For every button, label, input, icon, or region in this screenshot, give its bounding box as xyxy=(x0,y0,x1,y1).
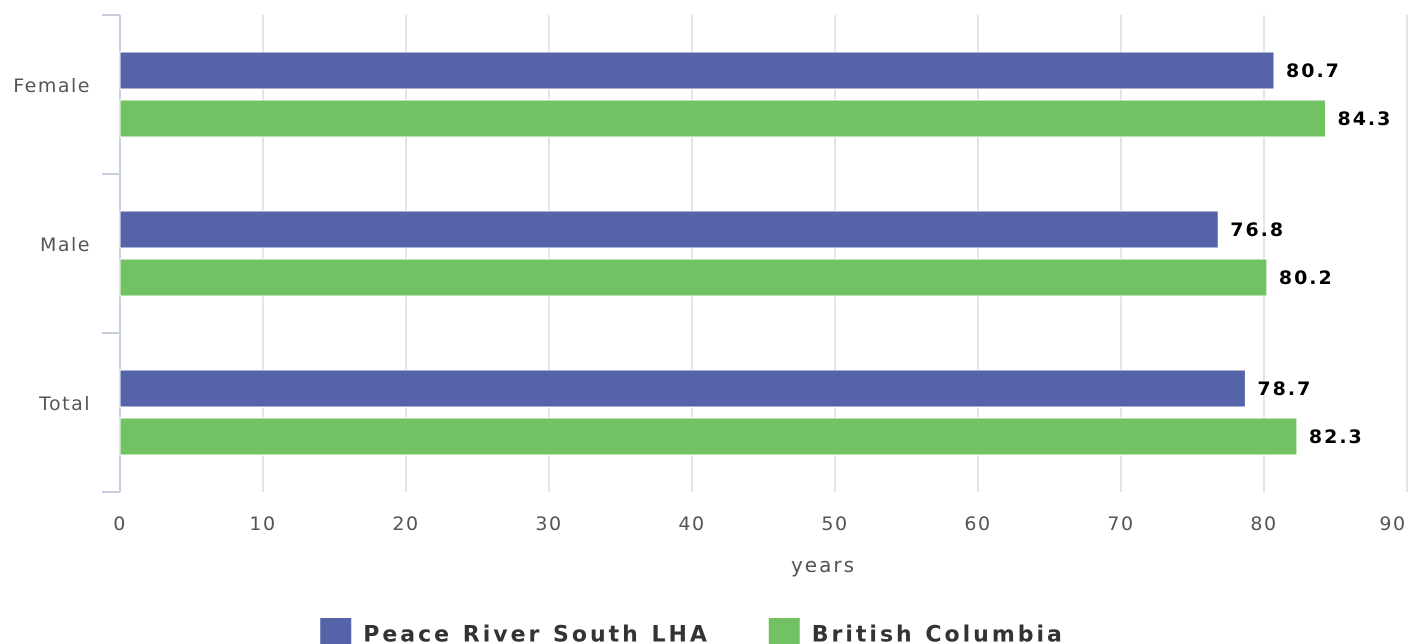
bar-female-peace-river-south-lha[interactable] xyxy=(119,51,1275,90)
data-labels: 80.7 84.3 76.8 80.2 78.7 82.3 xyxy=(1230,60,1392,448)
legend-label-peace-river-south-lha: Peace River South LHA xyxy=(363,623,710,644)
category-label-male: Male xyxy=(40,234,91,256)
vertical-gridlines xyxy=(262,15,1408,492)
category-labels: Female Male Total xyxy=(13,75,91,415)
bar-total-british-columbia[interactable] xyxy=(119,417,1298,456)
category-label-total: Total xyxy=(38,393,91,415)
data-label-male-peace-river-south-lha: 76.8 xyxy=(1230,219,1285,241)
legend-item-british-columbia[interactable]: British Columbia xyxy=(768,618,1065,644)
x-axis-tick-labels: 0 10 20 30 40 50 60 70 80 90 xyxy=(113,513,1406,535)
legend-item-peace-river-south-lha[interactable]: Peace River South LHA xyxy=(320,618,710,644)
x-tick-label-80: 80 xyxy=(1250,513,1277,535)
x-tick-label-50: 50 xyxy=(821,513,848,535)
bar-total-peace-river-south-lha[interactable] xyxy=(119,369,1246,408)
x-tick-label-90: 90 xyxy=(1379,513,1406,535)
bar-male-british-columbia[interactable] xyxy=(119,258,1268,297)
x-tick-label-40: 40 xyxy=(678,513,705,535)
x-axis-title: years xyxy=(791,553,856,577)
x-tick-label-70: 70 xyxy=(1107,513,1134,535)
x-tick-label-10: 10 xyxy=(249,513,276,535)
legend-swatch-peace-river-south-lha xyxy=(320,618,352,644)
category-label-female: Female xyxy=(13,75,91,97)
data-label-female-peace-river-south-lha: 80.7 xyxy=(1286,60,1341,82)
x-tick-label-30: 30 xyxy=(535,513,562,535)
x-tick-label-60: 60 xyxy=(964,513,991,535)
data-label-total-peace-river-south-lha: 78.7 xyxy=(1257,378,1312,400)
legend-swatch-british-columbia xyxy=(768,618,800,644)
bar-female-british-columbia[interactable] xyxy=(119,99,1326,138)
legend[interactable]: Peace River South LHA British Columbia xyxy=(320,618,1065,644)
data-label-male-british-columbia: 80.2 xyxy=(1279,267,1334,289)
legend-label-british-columbia: British Columbia xyxy=(812,623,1065,644)
axes xyxy=(102,14,121,493)
data-label-female-british-columbia: 84.3 xyxy=(1337,108,1392,130)
bars xyxy=(119,51,1326,456)
x-tick-label-0: 0 xyxy=(113,513,127,535)
bar-male-peace-river-south-lha[interactable] xyxy=(119,210,1219,249)
data-label-total-british-columbia: 82.3 xyxy=(1309,426,1364,448)
x-tick-label-20: 20 xyxy=(392,513,419,535)
